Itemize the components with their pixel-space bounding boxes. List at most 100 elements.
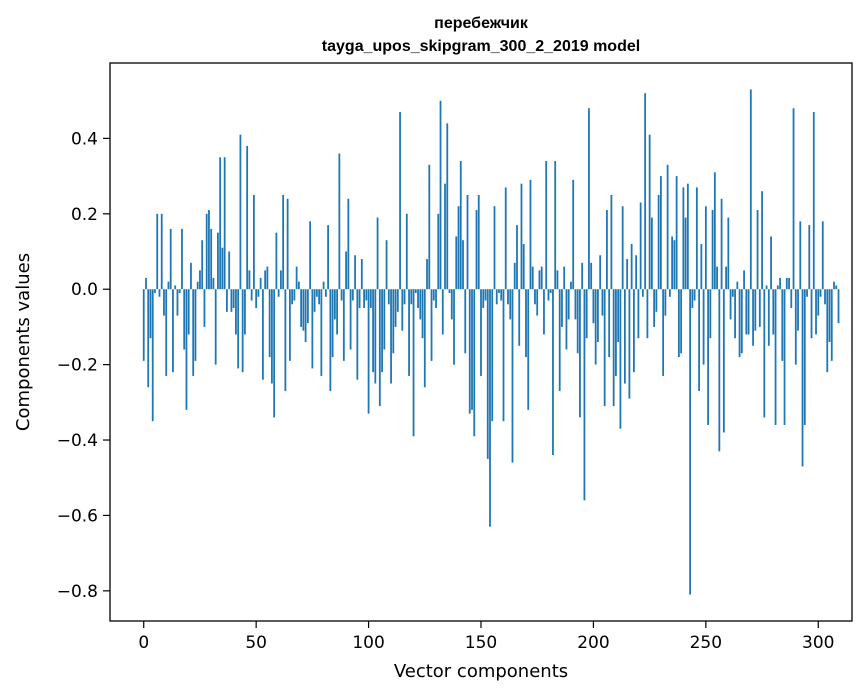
bar-series — [142, 89, 840, 595]
bar-239 — [680, 289, 683, 354]
bar-79 — [320, 289, 323, 376]
bar-133 — [441, 289, 444, 335]
bar-164 — [511, 289, 514, 463]
bar-290 — [794, 289, 797, 365]
bar-166 — [516, 225, 518, 290]
bar-306 — [830, 289, 833, 361]
bar-245 — [693, 289, 696, 301]
bar-215 — [626, 259, 629, 290]
bar-12 — [169, 228, 172, 290]
bar-264 — [736, 281, 739, 290]
bar-269 — [747, 289, 750, 335]
x-tick-label: 100 — [352, 633, 384, 653]
bar-44 — [241, 289, 244, 373]
bar-180 — [547, 289, 550, 301]
bar-188 — [565, 289, 568, 350]
bar-28 — [205, 213, 208, 290]
bar-32 — [214, 289, 217, 365]
bar-65 — [288, 289, 291, 361]
bar-23 — [194, 289, 197, 361]
bar-190 — [570, 281, 572, 290]
bar-90 — [345, 251, 347, 290]
bar-69 — [297, 281, 300, 290]
bar-61 — [279, 270, 282, 290]
bar-1 — [145, 277, 147, 290]
bar-147 — [473, 289, 476, 437]
bar-280 — [772, 289, 775, 335]
bar-285 — [783, 289, 786, 425]
bar-241 — [684, 217, 687, 290]
bar-115 — [401, 289, 404, 331]
bar-217 — [630, 243, 633, 290]
bar-31 — [212, 277, 215, 290]
y-axis-label: Components values — [13, 253, 34, 431]
bar-200 — [592, 289, 595, 324]
bar-30 — [210, 228, 213, 290]
bar-55 — [266, 266, 269, 290]
bar-128 — [430, 289, 433, 361]
bar-223 — [644, 93, 647, 290]
bar-213 — [621, 206, 624, 290]
bar-183 — [554, 161, 557, 290]
bar-143 — [464, 289, 467, 354]
bar-137 — [450, 289, 453, 320]
bar-51 — [257, 289, 260, 297]
bar-88 — [340, 289, 343, 301]
bar-296 — [808, 225, 811, 290]
bar-295 — [806, 289, 808, 297]
bar-168 — [520, 183, 523, 290]
y-tick-label: −0.8 — [57, 582, 98, 602]
bar-84 — [331, 289, 334, 358]
bar-152 — [484, 289, 487, 301]
bar-41 — [235, 289, 237, 335]
bar-177 — [540, 266, 543, 290]
bar-258 — [722, 289, 725, 433]
chart-title: перебежчик — [434, 15, 529, 32]
bar-56 — [268, 289, 271, 358]
x-tick-label: 200 — [577, 633, 609, 653]
bar-244 — [691, 289, 694, 309]
bar-134 — [444, 183, 446, 290]
bar-191 — [572, 179, 575, 290]
bar-178 — [543, 289, 545, 335]
bar-189 — [567, 289, 570, 320]
bar-54 — [264, 270, 267, 290]
bar-293 — [801, 289, 804, 467]
bar-161 — [504, 187, 507, 290]
bar-212 — [619, 289, 622, 429]
bar-286 — [785, 277, 788, 290]
bar-218 — [633, 289, 635, 373]
bar-42 — [237, 289, 240, 369]
bar-297 — [810, 289, 813, 339]
bar-267 — [743, 270, 745, 290]
bar-156 — [493, 206, 496, 290]
bar-131 — [437, 213, 440, 290]
bar-146 — [471, 289, 473, 410]
bar-140 — [457, 206, 460, 290]
bar-288 — [790, 289, 793, 309]
bar-157 — [495, 289, 498, 305]
bar-273 — [756, 210, 759, 290]
bar-106 — [381, 289, 383, 373]
bar-91 — [347, 198, 350, 290]
bar-24 — [196, 281, 199, 290]
bar-96 — [358, 289, 361, 309]
bar-118 — [408, 289, 410, 376]
bar-235 — [671, 236, 674, 290]
bar-3 — [149, 289, 152, 339]
bar-89 — [342, 289, 345, 361]
bar-80 — [322, 281, 325, 290]
bar-37 — [226, 289, 228, 312]
x-tick-label: 0 — [138, 633, 149, 653]
bar-144 — [466, 194, 469, 290]
bar-299 — [815, 289, 817, 335]
bar-237 — [675, 176, 678, 290]
bar-25 — [199, 270, 201, 290]
bar-216 — [628, 289, 631, 399]
bar-16 — [178, 289, 181, 293]
bar-249 — [702, 289, 705, 365]
bar-229 — [657, 194, 660, 290]
bar-46 — [246, 145, 249, 290]
bar-18 — [183, 289, 186, 350]
